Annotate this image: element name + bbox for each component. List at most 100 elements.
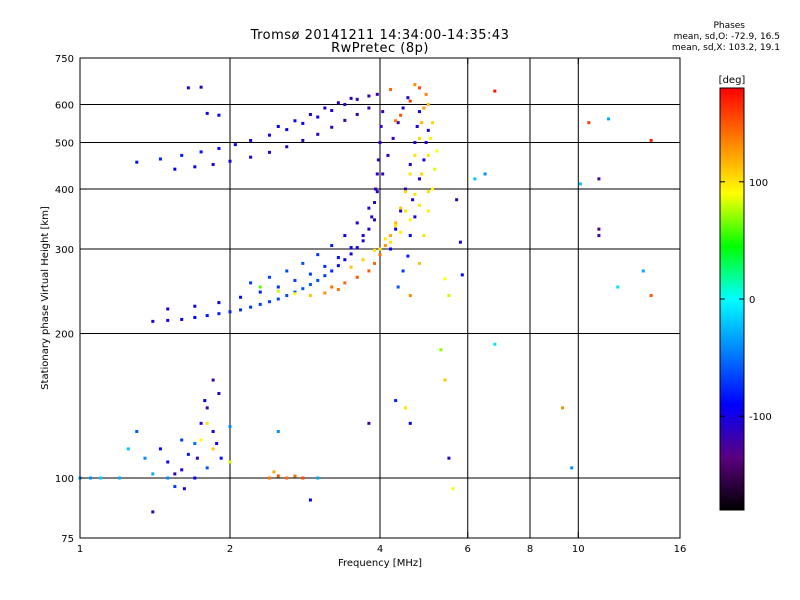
data-point: [228, 159, 232, 163]
data-point: [323, 264, 327, 268]
data-point: [378, 247, 382, 251]
data-point: [343, 234, 347, 238]
data-point: [370, 215, 374, 219]
data-point: [180, 317, 184, 321]
data-point: [316, 253, 320, 257]
data-point: [349, 265, 353, 269]
data-point: [267, 476, 271, 480]
data-point: [336, 264, 340, 268]
data-point: [455, 198, 459, 202]
data-point: [361, 239, 365, 243]
data-point: [249, 138, 253, 142]
data-point: [376, 158, 380, 162]
data-point: [228, 460, 232, 464]
data-point: [424, 92, 428, 96]
data-point: [361, 234, 365, 238]
data-point: [195, 456, 199, 460]
data-point: [373, 248, 377, 252]
data-point: [166, 318, 170, 322]
data-point: [180, 438, 184, 442]
colorbar: 100 0 -100 [deg]: [719, 75, 772, 511]
data-point: [439, 348, 443, 352]
data-point: [417, 110, 421, 114]
data-point: [249, 155, 253, 159]
colorbar-tick-label: -100: [749, 412, 772, 423]
data-point: [411, 198, 415, 202]
data-point: [276, 124, 280, 128]
data-point: [389, 240, 393, 244]
data-point: [211, 430, 215, 434]
data-point: [408, 234, 412, 238]
data-point: [426, 128, 430, 132]
data-point: [308, 112, 312, 116]
data-point: [417, 203, 421, 207]
data-points: [78, 83, 653, 514]
data-point: [217, 392, 221, 396]
x-axis-title: Frequency [MHz]: [338, 558, 422, 569]
data-point: [89, 476, 93, 480]
data-point: [426, 190, 430, 194]
data-point: [151, 510, 155, 514]
data-point: [199, 438, 203, 442]
data-point: [173, 472, 177, 476]
data-point: [233, 143, 237, 147]
data-point: [420, 172, 424, 176]
data-point: [396, 285, 400, 289]
data-point: [199, 85, 203, 89]
data-point: [166, 476, 170, 480]
chart-title: Tromsø 20141211 14:34:00-14:35:43: [250, 28, 510, 43]
data-point: [301, 138, 305, 142]
data-point: [570, 466, 574, 470]
data-point: [426, 103, 430, 107]
data-point: [228, 425, 232, 429]
data-point: [349, 96, 353, 100]
data-point: [373, 261, 377, 265]
data-point: [239, 308, 243, 312]
data-point: [389, 247, 393, 251]
data-point: [447, 294, 451, 298]
data-point: [336, 288, 340, 292]
data-point: [199, 421, 203, 425]
data-point: [413, 192, 417, 196]
data-point: [383, 244, 387, 248]
data-point: [199, 150, 203, 154]
data-point: [399, 113, 403, 117]
data-point: [451, 487, 455, 491]
data-point: [349, 246, 353, 250]
data-point: [193, 304, 197, 308]
data-point: [396, 121, 400, 125]
data-point: [205, 421, 209, 425]
data-point: [597, 234, 601, 238]
data-point: [378, 253, 382, 257]
data-point: [217, 146, 221, 150]
data-point: [373, 200, 377, 204]
data-point: [561, 406, 565, 410]
data-point: [403, 406, 407, 410]
data-point: [249, 281, 253, 285]
data-point: [272, 470, 276, 474]
data-point: [193, 476, 197, 480]
data-point: [361, 258, 365, 262]
data-point: [276, 285, 280, 289]
colorbar-label: [deg]: [719, 75, 746, 86]
data-point: [447, 456, 451, 460]
data-point: [473, 177, 477, 181]
data-point: [193, 315, 197, 319]
data-point: [343, 118, 347, 122]
data-point: [378, 141, 382, 145]
data-point: [193, 165, 197, 169]
data-point: [267, 300, 271, 304]
grid: [80, 58, 680, 538]
data-point: [394, 221, 398, 225]
data-point: [355, 246, 359, 250]
data-point: [379, 124, 383, 128]
data-point: [143, 456, 147, 460]
y-tick-label: 600: [55, 101, 74, 112]
data-point: [367, 269, 371, 273]
data-point: [186, 86, 190, 90]
data-point: [182, 487, 186, 491]
data-point: [316, 132, 320, 136]
data-point: [399, 209, 403, 213]
data-point: [417, 136, 421, 140]
data-point: [406, 96, 410, 100]
